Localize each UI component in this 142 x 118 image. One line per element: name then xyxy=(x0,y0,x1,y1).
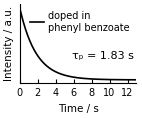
X-axis label: Time / s: Time / s xyxy=(58,104,99,114)
Text: τₚ = 1.83 s: τₚ = 1.83 s xyxy=(72,51,134,61)
Legend: doped in
phenyl benzoate: doped in phenyl benzoate xyxy=(28,9,132,35)
Y-axis label: Intensity / a.u.: Intensity / a.u. xyxy=(4,6,14,81)
